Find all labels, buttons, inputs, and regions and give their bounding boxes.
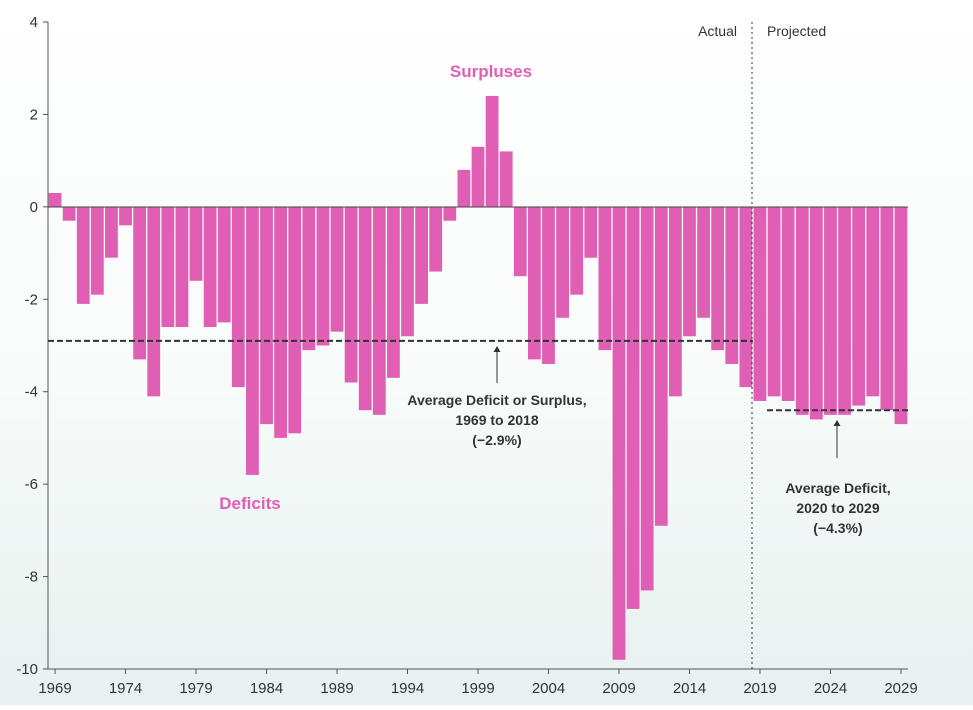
overlay-layer: Actual Projected Surpluses Deficits Aver… — [48, 22, 908, 669]
x-tick-label: 2019 — [743, 680, 776, 697]
bar-2012 — [654, 206, 668, 526]
bar-2029 — [894, 206, 908, 425]
bar-1992 — [372, 206, 386, 415]
bar-1984 — [260, 206, 273, 425]
historical-average-arrowhead — [493, 346, 501, 352]
bar-2006 — [570, 206, 584, 295]
projected-average-label-line-3: (−4.3%) — [813, 520, 862, 536]
bar-1982 — [231, 206, 245, 388]
bar-2017 — [725, 206, 739, 364]
historical-average-label-line-1: Average Deficit or Surplus, — [407, 392, 586, 408]
bar-2024 — [824, 206, 837, 415]
bar-2028 — [880, 206, 894, 411]
bar-1970 — [62, 206, 76, 221]
bar-1998 — [457, 169, 471, 207]
actual-label: Actual — [698, 23, 737, 39]
x-tick-label: 1979 — [179, 680, 212, 697]
bar-2023 — [809, 206, 823, 420]
bar-2018 — [739, 206, 753, 388]
bar-1986 — [288, 206, 302, 434]
y-tick-label: -10 — [16, 661, 38, 678]
bar-1985 — [274, 206, 288, 438]
bar-2011 — [640, 206, 654, 591]
bar-2007 — [584, 206, 598, 258]
surpluses-label: Surpluses — [450, 62, 532, 81]
bar-1980 — [203, 206, 217, 328]
bar-2014 — [683, 206, 696, 337]
bar-1994 — [401, 206, 414, 337]
bar-2015 — [697, 206, 710, 318]
bar-2001 — [499, 151, 513, 207]
bar-1971 — [76, 206, 90, 304]
x-tick-label: 1984 — [250, 680, 283, 697]
deficits-label: Deficits — [219, 494, 280, 513]
x-tick-label: 1989 — [320, 680, 353, 697]
projected-label: Projected — [767, 23, 826, 39]
x-tick-label: 2009 — [602, 680, 635, 697]
y-tick-label: 0 — [30, 199, 38, 216]
bar-1978 — [175, 206, 189, 328]
bar-2022 — [795, 206, 809, 415]
bar-2002 — [513, 206, 527, 277]
bar-2003 — [527, 206, 541, 360]
y-tick-label: -6 — [25, 476, 38, 493]
projected-average-label-line-2: 2020 to 2029 — [796, 500, 879, 516]
bar-1969 — [48, 192, 62, 207]
bar-1975 — [133, 206, 147, 360]
bar-1991 — [358, 206, 372, 411]
x-tick-label: 1974 — [109, 680, 142, 697]
bar-1999 — [471, 146, 485, 207]
bar-2027 — [866, 206, 880, 397]
bar-2025 — [838, 206, 851, 415]
bar-2019 — [753, 206, 767, 401]
x-tick-label: 1969 — [38, 680, 71, 697]
bar-1993 — [387, 206, 400, 378]
bar-1989 — [330, 206, 344, 332]
bar-2021 — [781, 206, 795, 401]
bar-1995 — [415, 206, 429, 304]
bar-1983 — [246, 206, 259, 475]
bar-2010 — [626, 206, 640, 609]
bar-2016 — [711, 206, 725, 351]
bars-layer — [48, 95, 908, 660]
bar-1987 — [302, 206, 316, 351]
x-tick-label: 2024 — [814, 680, 847, 697]
x-tick-label: 2014 — [673, 680, 706, 697]
bar-2009 — [612, 206, 626, 660]
bar-2000 — [485, 95, 499, 207]
x-tick-label: 1994 — [391, 680, 424, 697]
bar-1974 — [119, 206, 132, 226]
y-tick-label: -8 — [25, 569, 38, 586]
bar-1988 — [316, 206, 330, 346]
y-tick-label: -4 — [25, 384, 38, 401]
bar-2008 — [598, 206, 612, 351]
bar-1977 — [161, 206, 175, 328]
bar-1972 — [90, 206, 104, 295]
x-tick-label: 2029 — [884, 680, 917, 697]
y-tick-label: 4 — [30, 14, 38, 31]
bar-1990 — [344, 206, 358, 383]
projected-average-label-line-1: Average Deficit, — [785, 480, 890, 496]
bar-1973 — [105, 206, 118, 258]
bar-1979 — [189, 206, 203, 281]
bar-1976 — [147, 206, 161, 397]
bar-2020 — [767, 206, 781, 397]
x-tick-label: 1999 — [461, 680, 494, 697]
bar-2026 — [852, 206, 866, 406]
bar-1996 — [429, 206, 443, 272]
projected-average-arrowhead — [833, 420, 841, 426]
y-tick-label: 2 — [30, 106, 38, 123]
x-tick-label: 2004 — [532, 680, 565, 697]
bar-2005 — [556, 206, 569, 318]
bar-2004 — [542, 206, 555, 364]
historical-average-label-line-3: (−2.9%) — [472, 432, 521, 448]
bar-1997 — [443, 206, 457, 221]
historical-average-label-line-2: 1969 to 2018 — [455, 412, 538, 428]
bar-1981 — [217, 206, 231, 323]
bar-2013 — [668, 206, 682, 397]
y-tick-label: -2 — [25, 291, 38, 308]
